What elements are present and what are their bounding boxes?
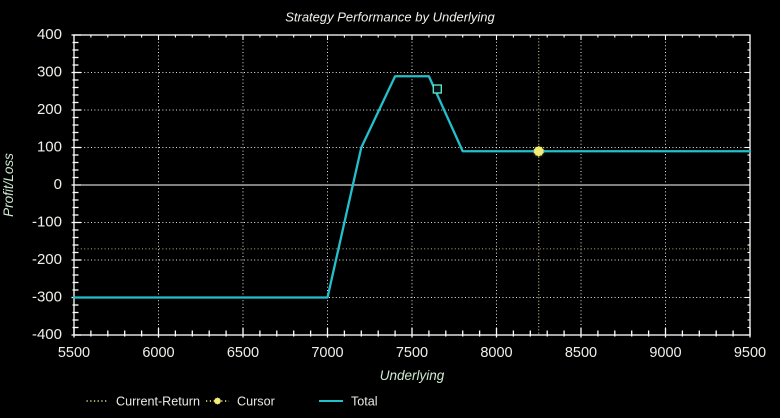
svg-text:-100: -100 (32, 214, 62, 231)
svg-text:Current-Return: Current-Return (116, 395, 200, 409)
svg-text:Strategy Performance by Underl: Strategy Performance by Underlying (285, 10, 495, 25)
svg-text:9000: 9000 (649, 345, 681, 361)
svg-text:Underlying: Underlying (380, 368, 445, 383)
svg-text:100: 100 (37, 139, 62, 156)
svg-text:6500: 6500 (227, 345, 259, 361)
svg-text:-200: -200 (32, 251, 62, 268)
svg-text:8500: 8500 (565, 345, 597, 361)
svg-text:Profit/Loss: Profit/Loss (1, 153, 16, 217)
svg-text:5500: 5500 (58, 345, 90, 361)
svg-text:400: 400 (37, 26, 62, 43)
svg-text:8000: 8000 (480, 345, 512, 361)
svg-text:Total: Total (351, 395, 378, 409)
svg-text:7500: 7500 (396, 345, 428, 361)
svg-text:0: 0 (54, 176, 62, 193)
svg-text:6000: 6000 (142, 345, 174, 361)
svg-text:-400: -400 (32, 326, 62, 343)
svg-text:9500: 9500 (734, 345, 766, 361)
svg-text:-300: -300 (32, 289, 62, 306)
svg-text:7000: 7000 (311, 345, 343, 361)
svg-text:200: 200 (37, 101, 62, 118)
svg-text:Cursor: Cursor (237, 395, 275, 409)
svg-text:300: 300 (37, 64, 62, 81)
